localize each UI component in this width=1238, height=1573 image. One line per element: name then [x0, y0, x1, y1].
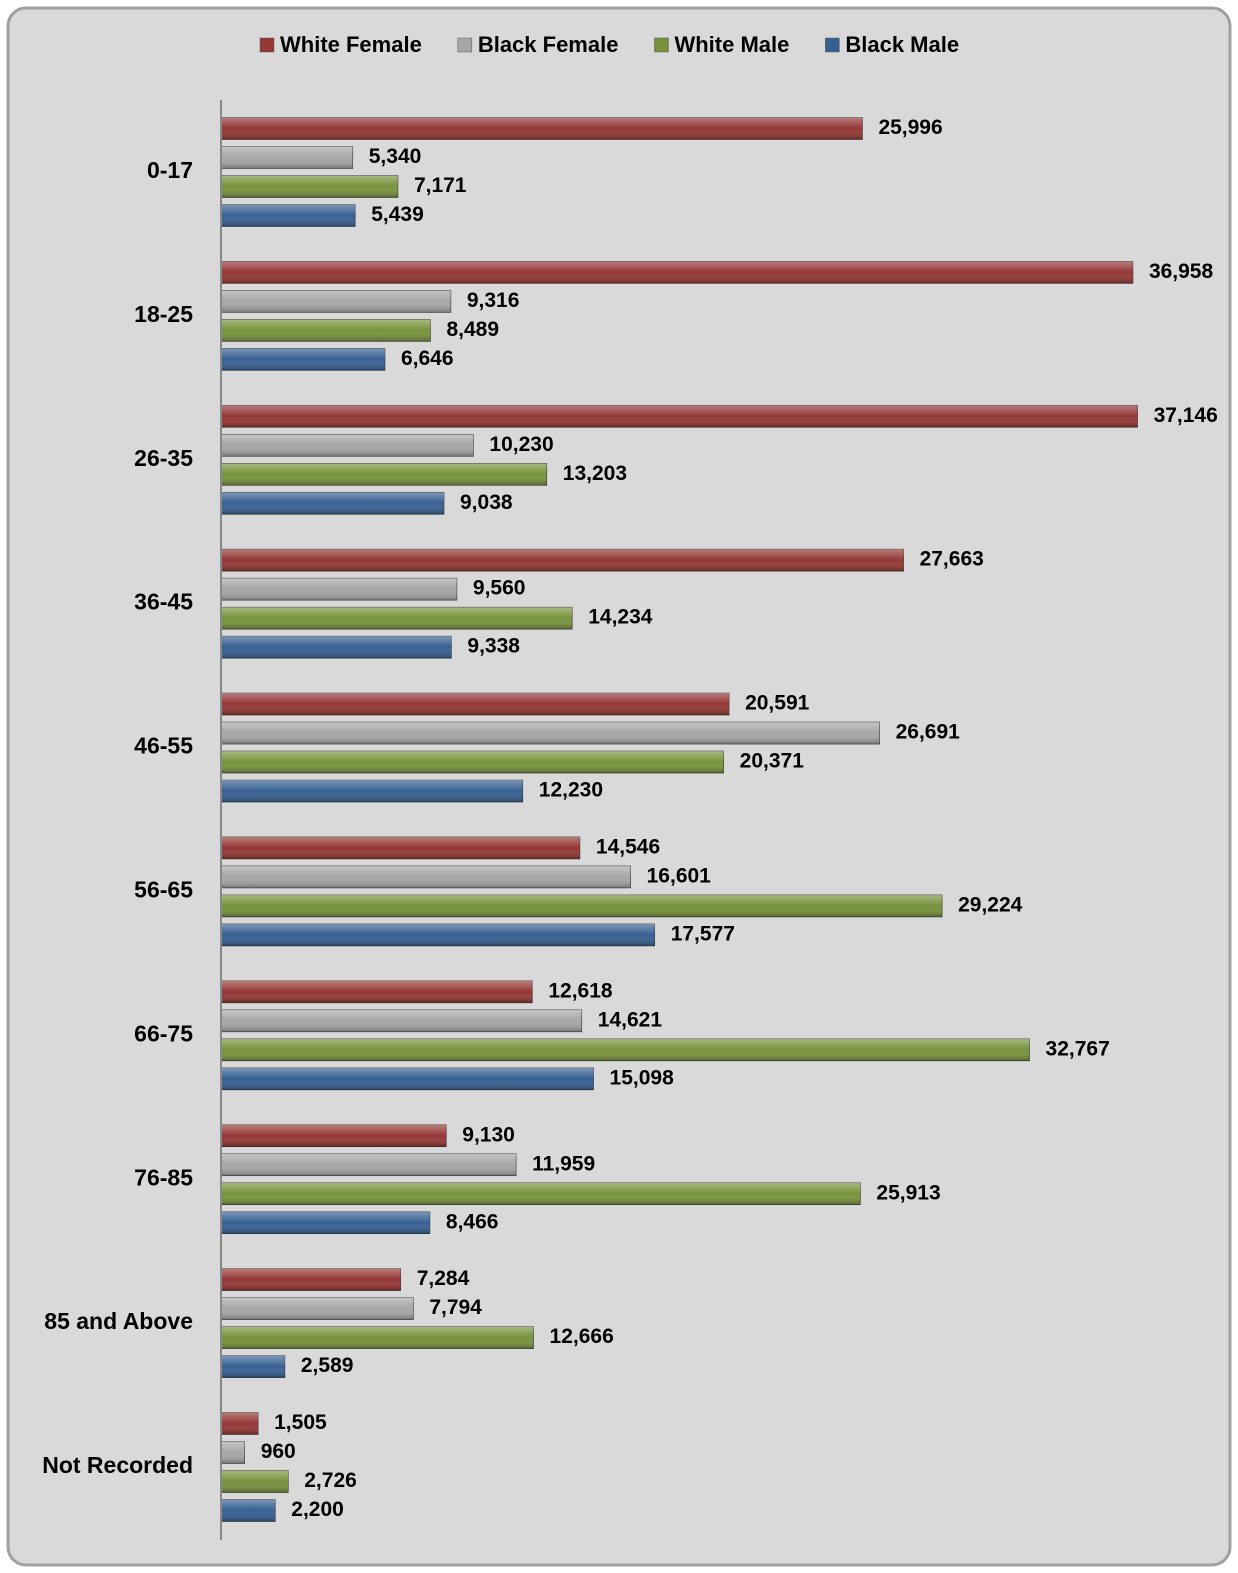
y-tick-label: Not Recorded	[42, 1452, 193, 1478]
value-label: 5,439	[371, 203, 424, 226]
value-label: 960	[261, 1440, 296, 1463]
bar	[220, 117, 863, 140]
bar	[220, 836, 581, 860]
bar	[220, 175, 399, 198]
value-label: 2,200	[291, 1498, 344, 1521]
bar	[220, 1355, 286, 1378]
bar	[220, 635, 452, 659]
value-label: 9,338	[467, 635, 520, 658]
value-label: 10,230	[489, 433, 553, 456]
value-label: 20,591	[745, 692, 810, 715]
y-tick-label: 56-65	[134, 877, 193, 903]
bar	[220, 548, 904, 572]
value-label: 17,577	[671, 922, 735, 945]
legend-label: Black Female	[478, 32, 619, 57]
value-label: 8,466	[446, 1210, 499, 1233]
bar	[220, 1182, 861, 1206]
y-tick-label: 76-85	[134, 1164, 193, 1190]
value-label: 9,130	[462, 1123, 515, 1146]
bar	[220, 491, 445, 515]
bar	[220, 1153, 517, 1177]
value-label: 6,646	[401, 347, 454, 370]
bar	[220, 923, 656, 947]
value-label: 16,601	[647, 864, 712, 887]
bar	[220, 433, 474, 457]
value-label: 8,489	[446, 318, 499, 341]
value-label: 14,234	[588, 606, 653, 629]
value-label: 32,767	[1046, 1037, 1110, 1060]
value-label: 5,340	[369, 145, 422, 168]
bar	[220, 261, 1134, 284]
bar	[220, 1499, 276, 1522]
bar	[220, 980, 533, 1004]
bar	[220, 779, 524, 803]
bar	[220, 1412, 259, 1435]
value-label: 12,618	[548, 979, 613, 1002]
legend-swatch	[825, 37, 840, 53]
bar	[220, 1297, 414, 1320]
bar	[220, 1124, 447, 1148]
value-label: 7,284	[417, 1267, 470, 1290]
value-label: 2,589	[301, 1354, 354, 1377]
bar	[220, 1441, 245, 1464]
value-label: 7,171	[414, 174, 467, 197]
legend-label: Black Male	[845, 32, 959, 57]
bar	[220, 721, 880, 745]
bar	[220, 204, 356, 227]
value-label: 25,996	[878, 116, 942, 139]
y-tick-label: 18-25	[134, 301, 193, 327]
bar	[220, 606, 573, 630]
value-label: 15,098	[610, 1066, 675, 1089]
bar	[220, 1009, 583, 1033]
legend-swatch	[457, 37, 473, 53]
bar	[220, 1326, 534, 1349]
value-label: 9,560	[473, 577, 526, 600]
value-label: 2,726	[304, 1469, 357, 1492]
bar	[220, 1038, 1030, 1062]
legend-swatch	[654, 37, 669, 53]
value-label: 7,794	[429, 1296, 482, 1319]
value-label: 27,663	[920, 548, 984, 571]
legend-label: White Male	[674, 32, 789, 57]
bar	[220, 1211, 431, 1235]
value-label: 14,546	[596, 835, 660, 858]
value-label: 12,666	[550, 1325, 614, 1348]
bar	[220, 404, 1138, 428]
value-label: 9,038	[460, 491, 513, 514]
value-label: 12,230	[539, 779, 603, 802]
bar	[220, 462, 548, 486]
value-label: 11,959	[532, 1152, 595, 1175]
bar	[220, 146, 354, 169]
y-tick-label: 0-17	[147, 157, 193, 183]
value-label: 14,621	[598, 1008, 663, 1031]
bar	[220, 1470, 289, 1493]
y-tick-label: 66-75	[134, 1020, 193, 1046]
bar	[220, 290, 452, 313]
legend-swatch	[259, 37, 275, 53]
value-label: 36,958	[1149, 260, 1214, 283]
bar	[220, 577, 458, 601]
y-tick-label: 46-55	[134, 733, 193, 759]
bar	[220, 692, 730, 716]
value-label: 29,224	[958, 893, 1023, 916]
value-label: 37,146	[1154, 404, 1218, 427]
bar	[220, 348, 386, 371]
value-label: 25,913	[876, 1181, 940, 1204]
y-tick-label: 36-45	[134, 589, 193, 615]
value-label: 26,691	[896, 721, 961, 744]
legend-label: White Female	[280, 32, 422, 57]
bar	[220, 750, 724, 774]
y-tick-label: 85 and Above	[44, 1308, 193, 1334]
y-tick-label: 26-35	[134, 445, 193, 471]
value-label: 13,203	[563, 462, 627, 485]
value-label: 20,371	[740, 750, 805, 773]
bar	[220, 319, 431, 342]
bar	[220, 1067, 594, 1091]
bar	[220, 1268, 402, 1291]
bar	[220, 865, 631, 889]
bar	[220, 894, 943, 918]
value-label: 1,505	[274, 1411, 327, 1434]
value-label: 9,316	[467, 289, 520, 312]
